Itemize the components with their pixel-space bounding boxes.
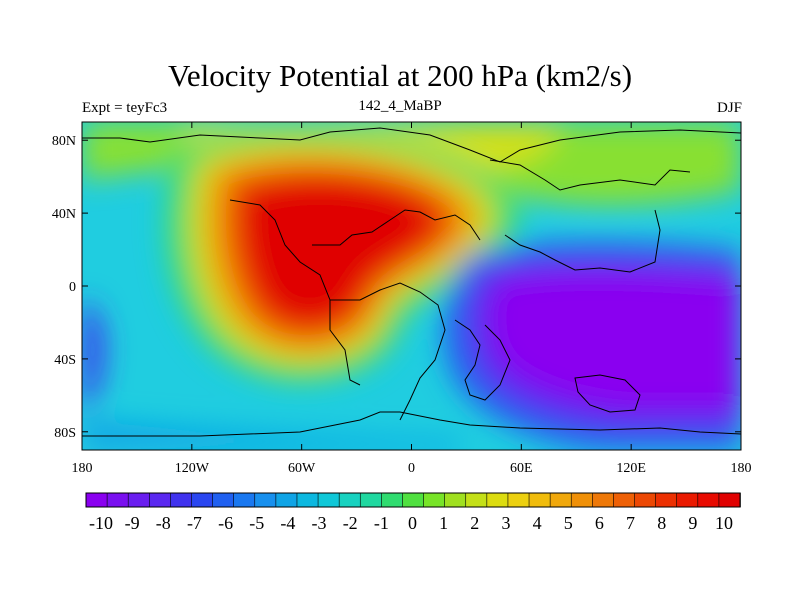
colorbar-swatch [423, 492, 446, 508]
field-band-south [82, 420, 460, 450]
x-tick-label: 0 [408, 461, 415, 476]
colorbar-swatch [718, 492, 741, 508]
colorbar-swatch [528, 492, 551, 508]
y-tick-label: 0 [69, 280, 76, 295]
season-label: DJF [716, 100, 742, 116]
colorbar-swatch [486, 492, 509, 508]
colorbar-swatch [148, 492, 172, 508]
colorbar: -10 -9 -8 -7 -6 -5 -4 -3 -2 -1 0 1 2 3 4 5 6 7 8 9 10 [85, 492, 741, 533]
x-tick-label: 180 [72, 461, 93, 476]
coastline-antarctica [82, 411, 741, 437]
coastline-north-america-west [229, 199, 361, 386]
colorbar-label: -5 [249, 513, 264, 533]
y-tick-label: 80S [54, 426, 76, 441]
coastlines [82, 127, 741, 437]
colorbar-swatch [676, 492, 699, 508]
colorbar-swatch [275, 492, 298, 508]
colorbar-swatch [465, 492, 488, 508]
coastline-arctic [82, 127, 741, 163]
colorbar-label: -7 [187, 513, 202, 533]
colorbar-swatch [127, 492, 151, 508]
colorbar-swatch [402, 492, 425, 508]
colorbar-swatch [106, 492, 129, 508]
colorbar-swatch [233, 492, 256, 508]
colorbar-label: 9 [688, 513, 697, 533]
x-tick-label: 180 [731, 461, 752, 476]
y-tick-label: 40S [54, 353, 76, 368]
colorbar-label: 8 [657, 513, 666, 533]
coastline-africa [454, 319, 511, 401]
x-tick-label: 120W [175, 461, 210, 476]
colorbar-label: 7 [626, 513, 635, 533]
velocity-potential-field [82, 122, 741, 450]
colorbar-swatch [613, 492, 636, 508]
field-core-minimum [488, 272, 741, 410]
colorbar-swatch [697, 492, 720, 508]
colorbar-label: -6 [218, 513, 233, 533]
plot-title: Velocity Potential at 200 hPa (km2/s) [167, 58, 633, 93]
colorbar-label: -3 [312, 513, 327, 533]
colorbar-swatch [359, 492, 383, 508]
coastline-eurasia-south [504, 209, 661, 273]
colorbar-label: -9 [125, 513, 140, 533]
colorbar-swatch [592, 492, 615, 508]
colorbar-label: -10 [89, 513, 113, 533]
colorbar-swatch [570, 492, 594, 508]
colorbar-swatch [444, 492, 467, 508]
colorbar-swatch [381, 492, 404, 508]
colorbar-frame [85, 492, 741, 508]
colorbar-label: 1 [439, 513, 448, 533]
colorbar-swatch [170, 492, 193, 508]
y-tick-label: 80N [52, 134, 76, 149]
x-tick-label: 60E [510, 461, 533, 476]
colorbar-label: -2 [343, 513, 358, 533]
colorbar-swatch [191, 492, 214, 508]
colorbar-label: 2 [470, 513, 479, 533]
field-core-maximum [243, 179, 435, 325]
map-axis-ticks: 180 120W 60W 0 60E 120E 180 80N 40N 0 40S 80S [52, 122, 752, 476]
experiment-label: Expt = teyFc3 [82, 100, 168, 116]
colorbar-swatch [634, 492, 657, 508]
colorbar-label: 5 [564, 513, 573, 533]
coastline-south-america [330, 282, 446, 421]
colorbar-swatch [549, 492, 573, 508]
coastline-australia [574, 374, 641, 413]
colorbar-swatch [338, 492, 362, 508]
colorbar-swatch [85, 492, 108, 508]
period-label: 142_4_MaBP [358, 98, 442, 114]
colorbar-swatch [507, 492, 530, 508]
x-tick-label: 120E [616, 461, 646, 476]
colorbar-swatch [317, 492, 340, 508]
coastline-eurasia-north [489, 159, 691, 191]
colorbar-swatch [655, 492, 678, 508]
colorbar-swatch [212, 492, 235, 508]
x-tick-label: 60W [288, 461, 316, 476]
colorbar-label: 3 [501, 513, 510, 533]
coastline-north-america-east [312, 209, 481, 246]
colorbar-label: 10 [715, 513, 733, 533]
colorbar-label: -8 [156, 513, 171, 533]
colorbar-swatch [296, 492, 319, 508]
colorbar-label: -1 [374, 513, 389, 533]
colorbar-swatch [254, 492, 277, 508]
colorbar-label: 6 [595, 513, 604, 533]
colorbar-label: 0 [408, 513, 417, 533]
y-tick-label: 40N [52, 207, 76, 222]
colorbar-label: -4 [280, 513, 295, 533]
colorbar-label: 4 [533, 513, 542, 533]
field-west-edge-minimum [82, 300, 104, 415]
